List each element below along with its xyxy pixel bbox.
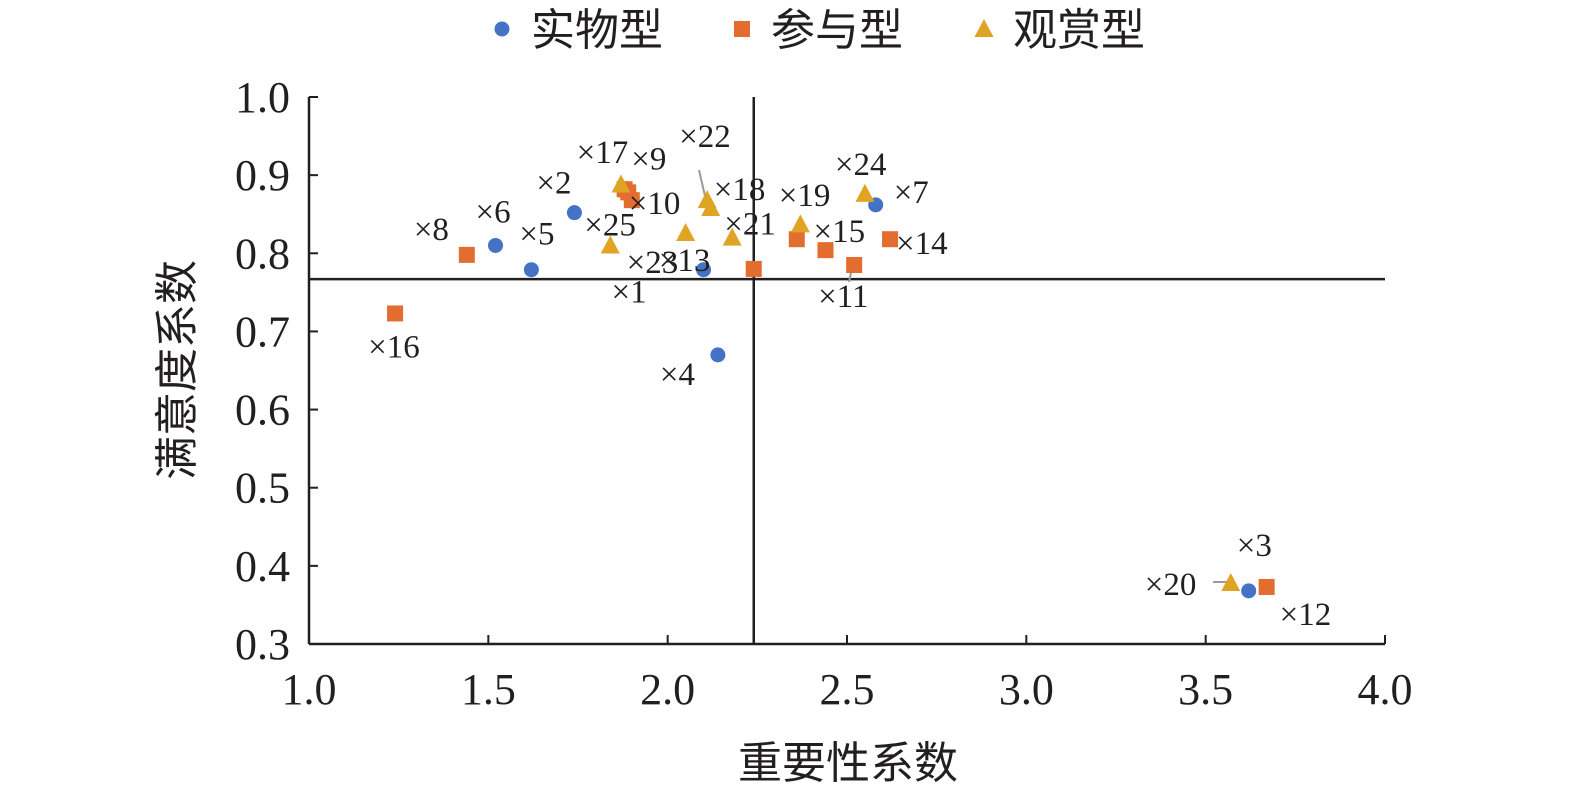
point-label: ×11 [818, 279, 868, 315]
y-axis-ticks: 0.3 0.4 0.5 0.6 0.7 0.8 0.9 1.0 [235, 73, 318, 669]
point-label: ×17 [577, 135, 629, 171]
point-label: ×2 [536, 166, 571, 202]
point-label: ×22 [679, 119, 731, 155]
circle-marker [566, 205, 582, 221]
triangle-marker [855, 183, 875, 202]
point-label: ×16 [368, 329, 420, 365]
point-label: ×10 [629, 186, 681, 222]
legend-label: 观赏型 [1013, 5, 1145, 56]
square-marker [745, 260, 762, 277]
square-marker [882, 231, 899, 248]
y-tick-label: 0.7 [235, 307, 290, 356]
circle-marker [710, 347, 726, 363]
legend-square-marker [734, 21, 750, 37]
point-label: ×18 [714, 172, 766, 208]
y-tick-label: 0.4 [235, 542, 290, 591]
square-marker [788, 231, 805, 248]
point-label: ×7 [894, 175, 929, 211]
x-tick-label: 3.5 [1178, 665, 1233, 714]
y-tick-label: 0.6 [235, 386, 290, 435]
point-label: ×20 [1145, 567, 1197, 603]
y-axis-title: 满意度系数 [152, 260, 203, 480]
point-label: ×23 [627, 245, 679, 281]
square-marker [1258, 578, 1275, 595]
legend-triangle-marker [974, 19, 994, 37]
square-marker [846, 257, 863, 274]
point-label: ×13 [659, 243, 711, 279]
point-label: ×24 [835, 147, 887, 183]
point-label: ×4 [660, 357, 695, 393]
square-marker [387, 305, 404, 322]
square-marker [817, 242, 834, 259]
square-marker [458, 246, 475, 263]
x-tick-label: 1.5 [461, 665, 516, 714]
point-label: ×8 [414, 212, 449, 248]
legend-label: 参与型 [771, 5, 903, 56]
triangle-marker [790, 214, 810, 233]
triangle-marker [676, 222, 696, 241]
x-tick-label: 3.0 [999, 665, 1054, 714]
triangle-marker [1221, 573, 1241, 592]
leader-line [698, 169, 706, 197]
legend: 实物型 参与型 观赏型 [494, 5, 1145, 56]
triangle-marker [600, 235, 620, 254]
triangle-marker [611, 174, 631, 193]
x-tick-label: 1.0 [282, 665, 337, 714]
point-label: ×25 [584, 207, 636, 243]
point-label: ×9 [631, 141, 666, 177]
data-markers [387, 174, 1275, 599]
point-labels: ×1 ×2 ×3 ×4 ×5×6 ×7 ×8 ×9 ×10 ×11 ×12 ×13 ×14 ×15 ×16 ×… [368, 119, 1331, 633]
y-tick-label: 0.5 [235, 464, 290, 513]
y-tick-label: 0.3 [235, 620, 290, 669]
x-tick-label: 4.0 [1358, 665, 1413, 714]
x-axis-ticks: 1.0 1.5 2.0 2.5 3.0 3.5 4.0 [282, 635, 1413, 714]
triangle-marker [697, 190, 717, 209]
circle-marker [1241, 583, 1257, 599]
point-label: ×14 [896, 226, 948, 262]
y-tick-label: 0.9 [235, 151, 290, 200]
x-axis-title: 重要性系数 [738, 738, 958, 789]
circle-marker [696, 262, 712, 278]
x-tick-label: 2.5 [820, 665, 875, 714]
y-tick-label: 1.0 [235, 73, 290, 122]
legend-label: 实物型 [531, 5, 663, 56]
circle-marker [488, 237, 504, 253]
point-label: ×1 [612, 275, 647, 311]
point-label: ×6 [476, 194, 511, 230]
point-label: ×21 [724, 207, 776, 243]
triangle-marker [722, 227, 742, 246]
x-tick-label: 2.0 [640, 665, 695, 714]
point-label: ×15 [813, 214, 865, 250]
point-label: ×19 [779, 178, 831, 214]
reference-lines [309, 97, 1385, 644]
circle-marker [523, 262, 539, 278]
point-label: ×3 [1237, 528, 1272, 564]
point-label: ×5 [519, 217, 554, 253]
y-tick-label: 0.8 [235, 229, 290, 278]
point-label: ×12 [1280, 597, 1332, 633]
legend-circle-marker [494, 21, 510, 37]
leader-lines [698, 169, 1228, 583]
